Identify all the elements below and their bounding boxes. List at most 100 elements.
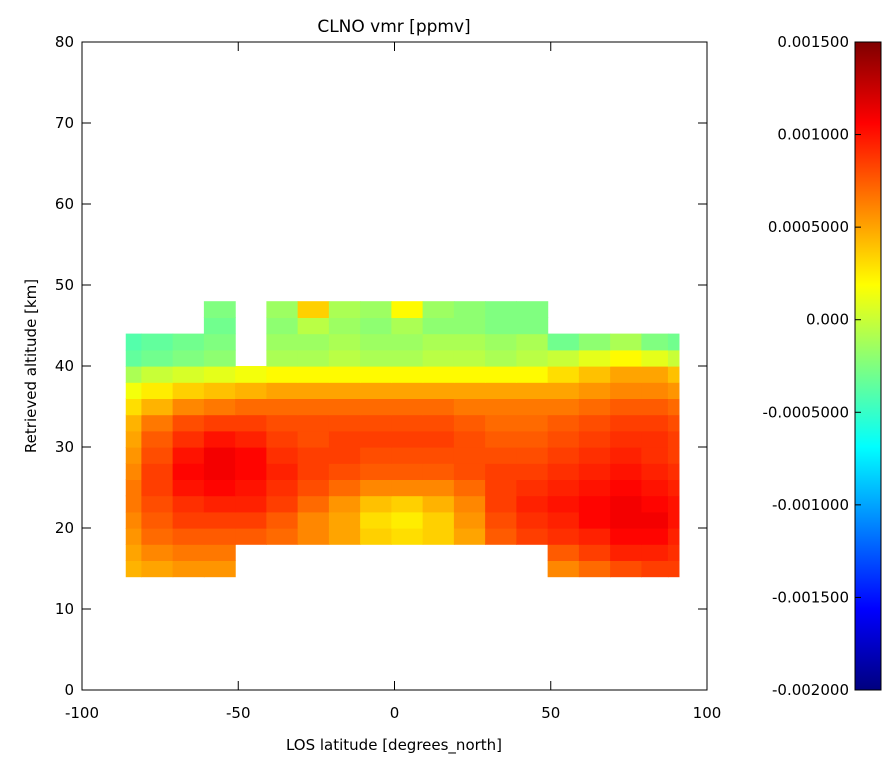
heatmap-cell (667, 349, 680, 367)
heatmap-cell (297, 366, 330, 383)
heatmap-cell (328, 528, 361, 545)
heatmap-cell (328, 333, 361, 351)
x-tick-label: 0 (390, 704, 400, 722)
heatmap-cell (235, 528, 267, 545)
heatmap-cell (235, 511, 267, 529)
heatmap-cell (578, 382, 611, 399)
colorbar-ticks: 0.001500 0.001000 0.0005000 0.000 -0.0005000… (762, 33, 861, 699)
heatmap-cell (422, 511, 455, 529)
heatmap-cell (485, 382, 517, 399)
heatmap-cell (453, 349, 486, 367)
heatmap-cell (297, 511, 330, 529)
heatmap-cell (453, 414, 486, 432)
heatmap-cell (266, 414, 299, 432)
heatmap-cell (516, 414, 549, 432)
heatmap-cell (360, 317, 392, 335)
heatmap-cell (610, 349, 642, 367)
heatmap-cell (125, 479, 142, 497)
heatmap-cell (360, 349, 392, 367)
heatmap-cell (422, 414, 455, 432)
heatmap-cell (641, 382, 669, 399)
heatmap-cell (667, 479, 680, 497)
heatmap-cell (235, 495, 267, 513)
heatmap-cell (422, 430, 455, 448)
heatmap-cell (422, 463, 455, 480)
heatmap-cell (453, 528, 486, 545)
heatmap-cell (125, 511, 142, 529)
heatmap-cell (667, 447, 680, 464)
heatmap-cell (172, 495, 205, 513)
heatmap-cell (235, 366, 267, 383)
heatmap-cell (235, 463, 267, 480)
heatmap-cell (578, 544, 611, 561)
heatmap-cell (485, 333, 517, 351)
heatmap-cell (667, 463, 680, 480)
heatmap-cell (578, 430, 611, 448)
heatmap-layer (125, 301, 680, 578)
heatmap-cell (610, 333, 642, 351)
heatmap-cell (266, 366, 299, 383)
heatmap-cell (235, 479, 267, 497)
heatmap-cell (422, 301, 455, 318)
heatmap-cell (453, 463, 486, 480)
heatmap-cell (297, 398, 330, 416)
heatmap-cell (391, 479, 424, 497)
heatmap-cell (360, 301, 392, 318)
heatmap-cell (141, 463, 174, 480)
heatmap-cell (141, 479, 174, 497)
heatmap-cell (125, 495, 142, 513)
heatmap-cell (453, 398, 486, 416)
heatmap-cell (485, 463, 517, 480)
heatmap-cell (172, 479, 205, 497)
heatmap-cell (610, 430, 642, 448)
heatmap-cell (516, 495, 549, 513)
heatmap-cell (485, 414, 517, 432)
heatmap-cell (297, 414, 330, 432)
heatmap-cell (235, 430, 267, 448)
heatmap-cell (266, 528, 299, 545)
y-axis-label: Retrieved altitude [km] (22, 279, 40, 453)
heatmap-cell (203, 382, 236, 399)
heatmap-cell (172, 463, 205, 480)
heatmap-cell (125, 414, 142, 432)
heatmap-cell (360, 366, 392, 383)
heatmap-cell (203, 560, 236, 578)
heatmap-cell (422, 366, 455, 383)
heatmap-cell (360, 414, 392, 432)
heatmap-cell (172, 366, 205, 383)
heatmap-cell (266, 317, 299, 335)
heatmap-cell (328, 511, 361, 529)
heatmap-cell (172, 430, 205, 448)
heatmap-cell (297, 528, 330, 545)
heatmap-cell (641, 544, 669, 561)
heatmap-cell (485, 479, 517, 497)
heatmap-cell (328, 495, 361, 513)
x-tick-label: 50 (541, 704, 560, 722)
heatmap-cell (578, 479, 611, 497)
heatmap-cell (125, 528, 142, 545)
heatmap-cell (610, 528, 642, 545)
heatmap-cell (610, 495, 642, 513)
heatmap-cell (235, 414, 267, 432)
colorbar (854, 41, 882, 691)
colorbar-tick-label: -0.002000 (772, 681, 849, 699)
heatmap-cell (578, 366, 611, 383)
heatmap-cell (547, 366, 580, 383)
heatmap-cell (266, 301, 299, 318)
heatmap-cell (578, 511, 611, 529)
heatmap-cell (266, 447, 299, 464)
heatmap-cell (547, 447, 580, 464)
y-tick-label: 60 (55, 195, 74, 213)
heatmap-cell (641, 528, 669, 545)
heatmap-cell (667, 544, 680, 561)
heatmap-cell (422, 398, 455, 416)
heatmap-cell (516, 349, 549, 367)
axis-layer: -100 -50 0 50 100 0 10 20 30 40 50 60 70 80 (55, 33, 721, 722)
heatmap-cell (391, 317, 424, 335)
colorbar-tick-label: 0.001000 (777, 126, 849, 144)
heatmap-cell (360, 479, 392, 497)
heatmap-cell (547, 382, 580, 399)
heatmap-cell (172, 447, 205, 464)
heatmap-cell (641, 560, 669, 578)
heatmap-cell (203, 398, 236, 416)
